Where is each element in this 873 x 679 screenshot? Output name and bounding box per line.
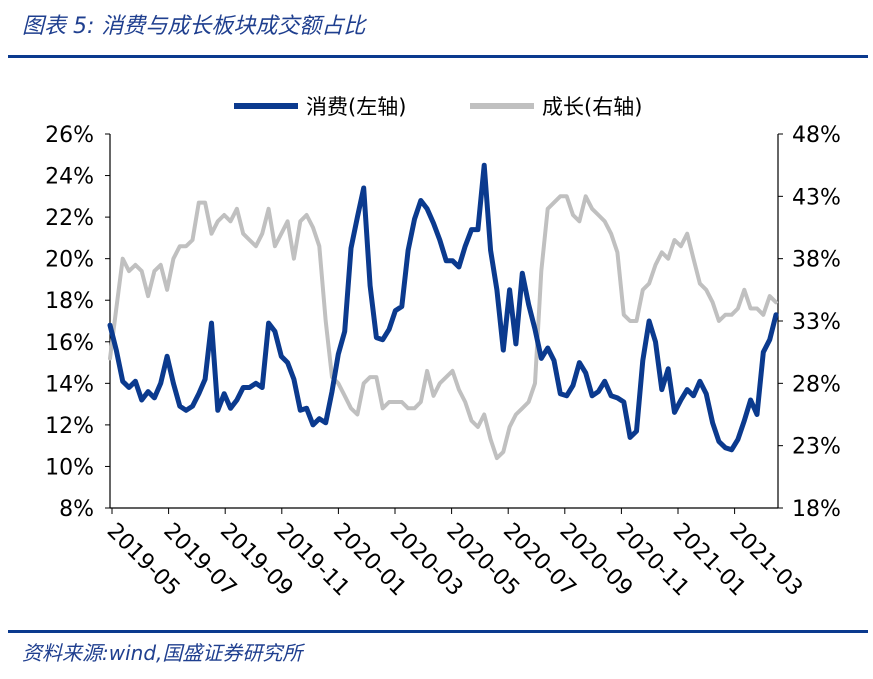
left-tick-label: 24%: [45, 165, 94, 190]
left-tick-label: 16%: [45, 331, 94, 356]
left-tick-label: 12%: [45, 414, 94, 439]
series-growth-line: [108, 194, 778, 461]
right-tick-label: 33%: [792, 310, 841, 335]
right-tick-label: 48%: [792, 123, 841, 148]
left-tick-label: 20%: [45, 248, 94, 273]
series-consumption-line: [107, 162, 779, 453]
legend-growth-label: 成长(右轴): [542, 95, 642, 119]
source-note: 资料来源:wind,国盛证券研究所: [22, 641, 303, 665]
left-tick-label: 26%: [45, 123, 94, 148]
right-tick-label: 43%: [792, 185, 841, 210]
chart-title: 图表 5: 消费与成长板块成交额占比: [22, 14, 366, 39]
right-tick-label: 18%: [792, 497, 841, 522]
left-tick-label: 8%: [59, 497, 94, 522]
left-tick-label: 18%: [45, 289, 94, 314]
bottom-rule: [8, 630, 868, 633]
left-tick-label: 10%: [45, 455, 94, 480]
right-tick-label: 23%: [792, 435, 841, 460]
top-rule: [8, 55, 868, 58]
right-tick-label: 28%: [792, 372, 841, 397]
legend-consumption-label: 消费(左轴): [306, 95, 406, 119]
left-tick-label: 14%: [45, 372, 94, 397]
right-tick-label: 38%: [792, 248, 841, 273]
left-tick-label: 22%: [45, 206, 94, 231]
